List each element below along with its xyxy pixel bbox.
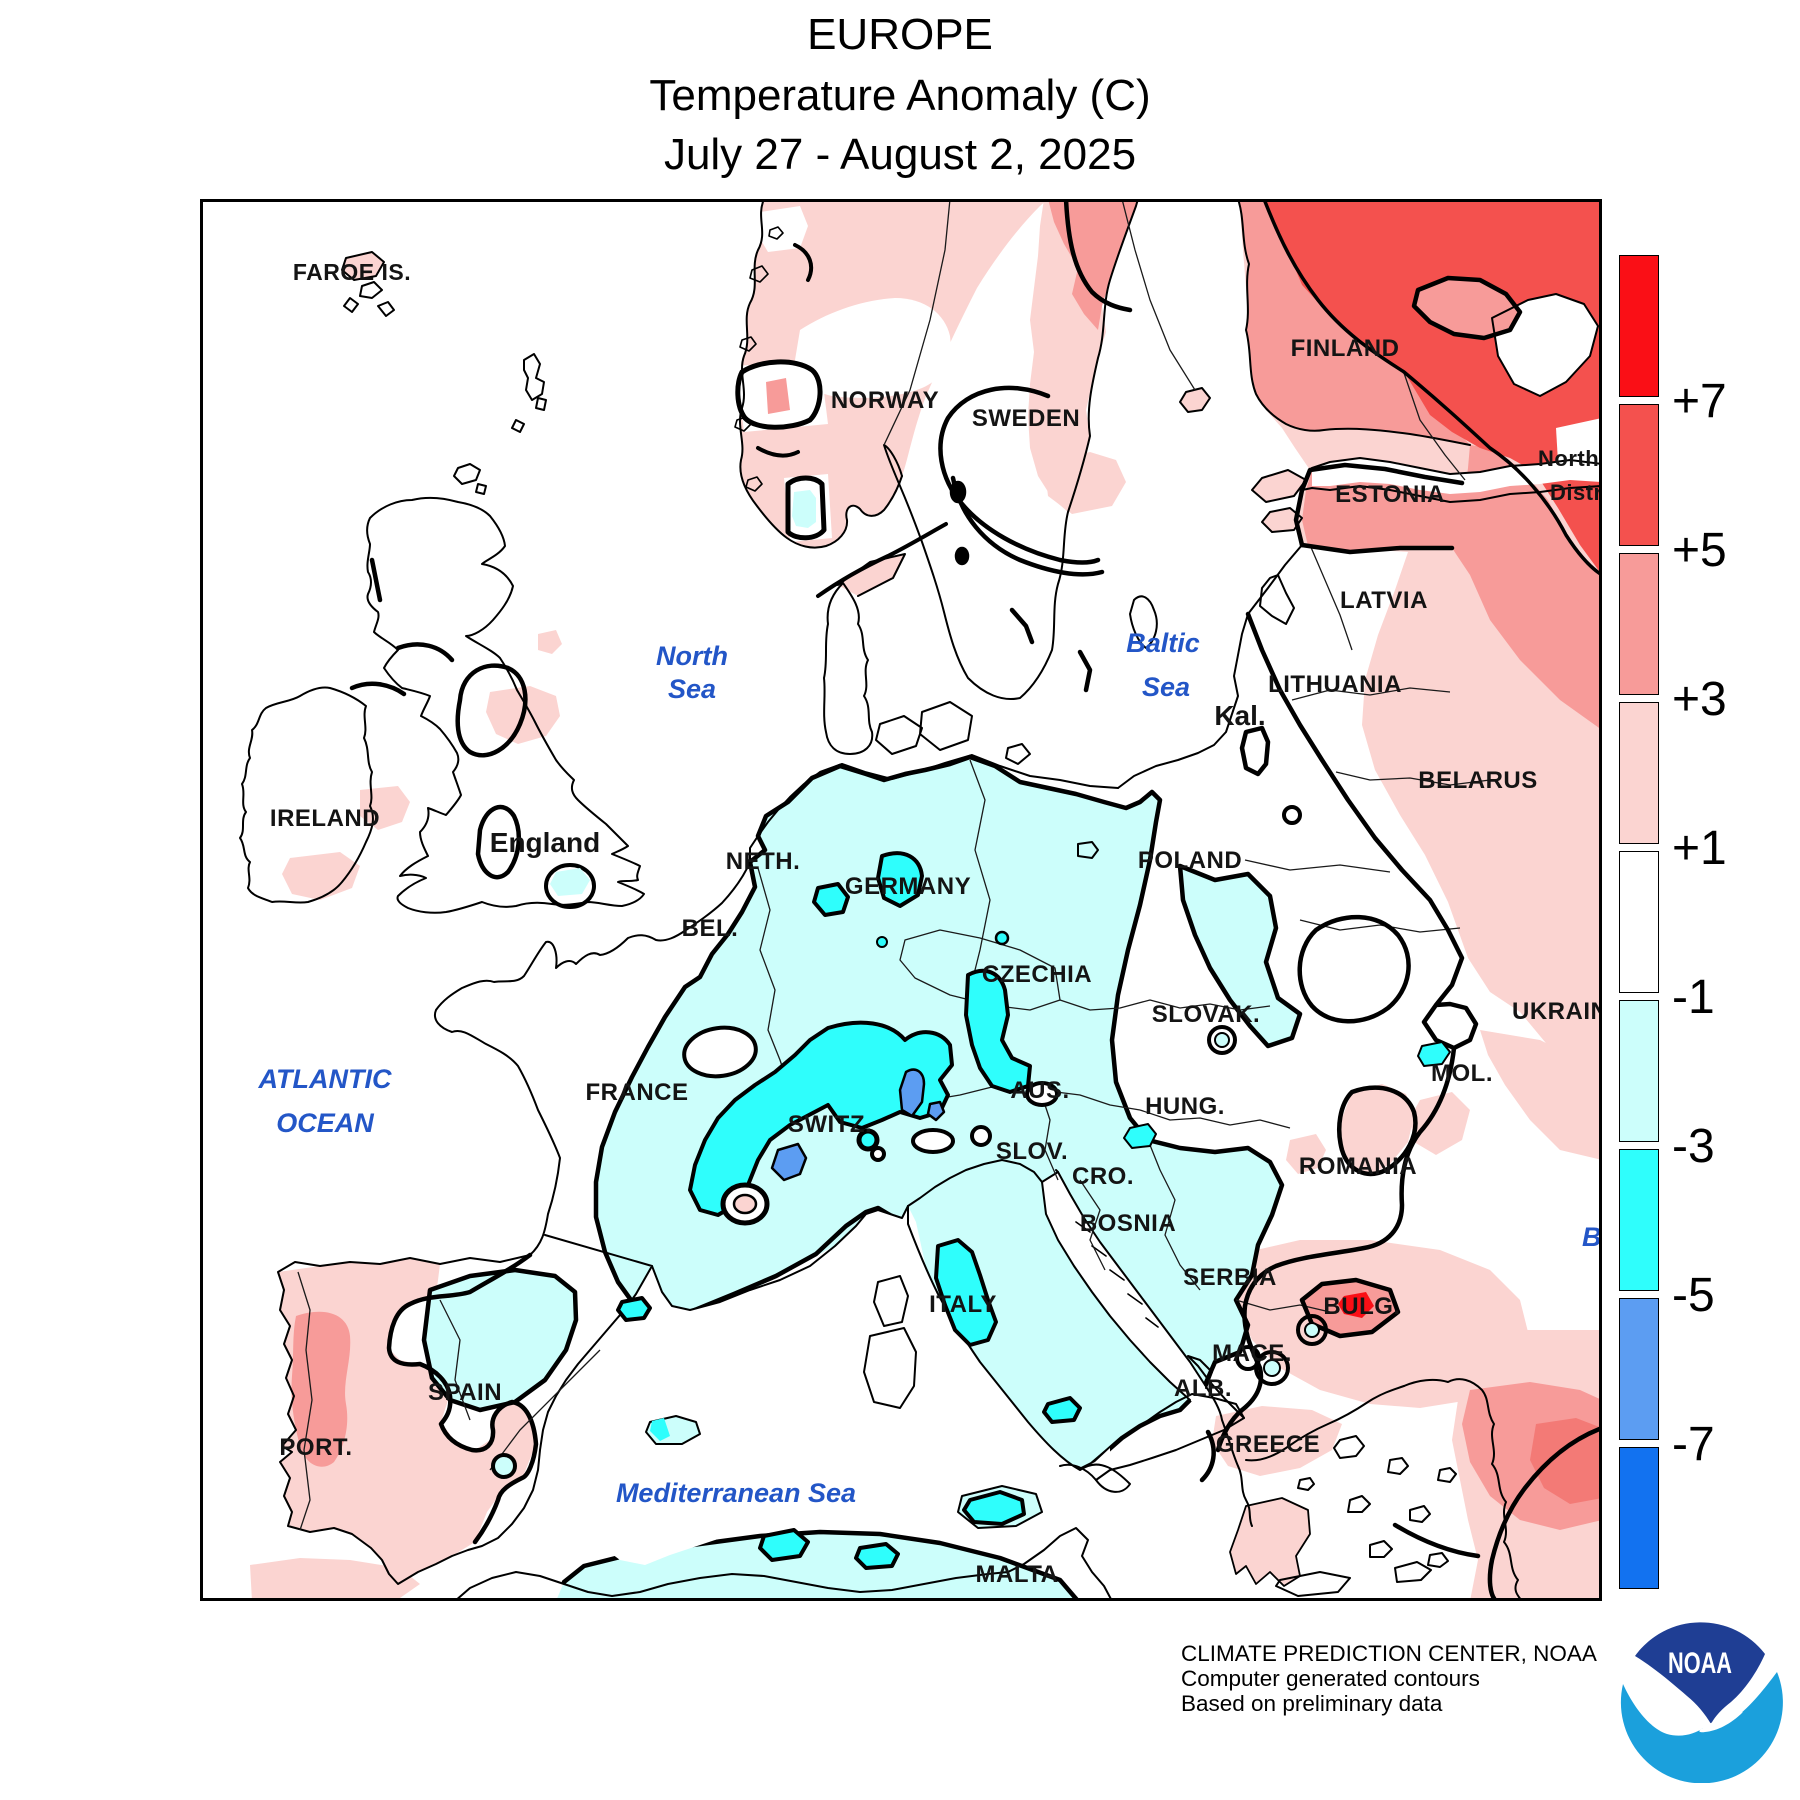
svg-text:FINLAND: FINLAND — [1291, 335, 1400, 362]
svg-text:SLOVAK.: SLOVAK. — [1152, 1001, 1260, 1028]
svg-text:Distric: Distric — [1550, 480, 1599, 505]
svg-text:NORWAY: NORWAY — [831, 387, 939, 414]
svg-text:SPAIN: SPAIN — [428, 1379, 502, 1406]
svg-text:NOAA: NOAA — [1668, 1647, 1732, 1680]
svg-text:CRO.: CRO. — [1072, 1163, 1134, 1190]
svg-text:AUS.: AUS. — [1010, 1077, 1069, 1104]
svg-text:ITALY: ITALY — [929, 1291, 997, 1318]
svg-text:PORT.: PORT. — [279, 1434, 352, 1461]
svg-text:ESTONIA: ESTONIA — [1335, 481, 1445, 508]
svg-text:BELARUS: BELARUS — [1418, 767, 1538, 794]
svg-text:POLAND: POLAND — [1138, 847, 1242, 874]
svg-text:Northwe: Northwe — [1538, 446, 1599, 471]
svg-text:LATVIA: LATVIA — [1340, 587, 1428, 614]
svg-text:CZECHIA: CZECHIA — [982, 961, 1092, 988]
svg-text:HUNG.: HUNG. — [1145, 1093, 1225, 1120]
svg-text:FAROE IS.: FAROE IS. — [293, 259, 411, 285]
svg-text:SERBIA: SERBIA — [1183, 1264, 1277, 1291]
svg-text:IRELAND: IRELAND — [270, 805, 380, 832]
svg-text:FRANCE: FRANCE — [586, 1079, 689, 1106]
svg-text:GREECE: GREECE — [1216, 1431, 1320, 1458]
svg-text:SWITZ.: SWITZ. — [788, 1111, 872, 1138]
svg-text:NETH.: NETH. — [726, 848, 801, 875]
svg-text:OCEAN: OCEAN — [276, 1108, 374, 1138]
svg-text:SWEDEN: SWEDEN — [972, 405, 1080, 432]
svg-text:B: B — [1582, 1222, 1599, 1252]
svg-text:UKRAINE: UKRAINE — [1512, 998, 1599, 1025]
svg-text:GERMANY: GERMANY — [845, 873, 971, 900]
svg-text:BOSNIA: BOSNIA — [1080, 1210, 1176, 1237]
svg-text:ROMANIA: ROMANIA — [1299, 1153, 1417, 1180]
svg-text:BEL.: BEL. — [682, 915, 739, 942]
svg-text:Baltic: Baltic — [1126, 628, 1200, 658]
svg-text:BULG.: BULG. — [1323, 1293, 1400, 1320]
svg-text:SLOV.: SLOV. — [996, 1138, 1068, 1165]
svg-text:England: England — [490, 827, 600, 858]
svg-text:Sea: Sea — [1142, 672, 1190, 702]
svg-text:Sea: Sea — [668, 674, 716, 704]
svg-text:LITHUANIA: LITHUANIA — [1268, 671, 1402, 698]
svg-text:MOL.: MOL. — [1431, 1060, 1493, 1087]
svg-text:ATLANTIC: ATLANTIC — [258, 1064, 392, 1094]
svg-text:MALTA: MALTA — [976, 1561, 1059, 1588]
svg-text:North: North — [656, 641, 728, 671]
svg-text:ALB.: ALB. — [1174, 1375, 1232, 1402]
svg-text:Kal.: Kal. — [1214, 700, 1265, 731]
svg-text:MACE.: MACE. — [1212, 1340, 1292, 1367]
svg-text:Mediterranean Sea: Mediterranean Sea — [616, 1478, 856, 1508]
